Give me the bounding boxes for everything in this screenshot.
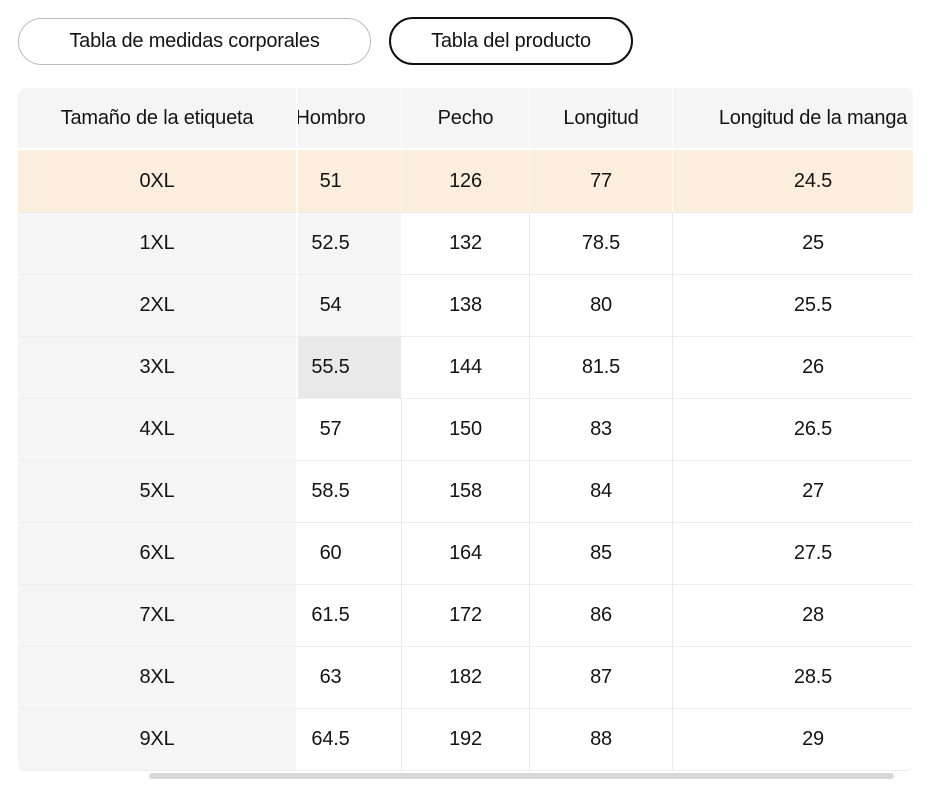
cell-shoulder-text: 57 [319, 418, 342, 440]
cell-chest[interactable]: 126 [402, 150, 530, 212]
column-header-label-size: Tamaño de la etiqueta [18, 88, 298, 148]
column-header-length: Longitud [530, 88, 673, 148]
cell-chest[interactable]: 172 [402, 585, 530, 646]
table-row-6xl[interactable]: 6XL 60 164 85 27.5 [18, 522, 913, 584]
horizontal-scrollbar-thumb[interactable] [149, 773, 894, 779]
column-header-sleeve-length-text: Longitud de la manga [718, 106, 908, 129]
table-row-1xl[interactable]: 1XL 52.5 132 78.5 25 [18, 212, 913, 274]
cell-chest[interactable]: 182 [402, 647, 530, 708]
row-size-label[interactable]: 4XL [18, 399, 298, 460]
cell-shoulder[interactable]: 63 [298, 647, 402, 708]
cell-length[interactable]: 80 [530, 275, 673, 336]
column-header-chest: Pecho [402, 88, 530, 148]
row-size-label[interactable]: 9XL [18, 709, 298, 770]
cell-shoulder-text: 60 [319, 542, 342, 564]
cell-shoulder[interactable]: 54 [298, 275, 402, 336]
cell-shoulder[interactable]: 52.5 [298, 213, 402, 274]
tab-product-table[interactable]: Tabla del producto [389, 17, 633, 65]
cell-sleeve-length-text: 29 [802, 728, 824, 750]
cell-length[interactable]: 85 [530, 523, 673, 584]
cell-shoulder[interactable]: 57 [298, 399, 402, 460]
table-row-9xl[interactable]: 9XL 64.5 192 88 29 [18, 708, 913, 770]
cell-sleeve-length[interactable]: 26.5 [673, 399, 913, 460]
size-chart-tabs: Tabla de medidas corporales Tabla del pr… [0, 0, 938, 65]
cell-length[interactable]: 86 [530, 585, 673, 646]
cell-length[interactable]: 78.5 [530, 213, 673, 274]
cell-shoulder-text: 63 [319, 666, 342, 688]
cell-shoulder-text: 64.5 [311, 728, 350, 750]
cell-shoulder-text: 51 [319, 169, 342, 192]
cell-chest[interactable]: 158 [402, 461, 530, 522]
cell-shoulder-text: 52.5 [311, 232, 350, 254]
cell-sleeve-length-text: 28 [802, 604, 824, 626]
cell-chest[interactable]: 164 [402, 523, 530, 584]
cell-sleeve-length[interactable]: 24.5 [673, 150, 913, 212]
cell-shoulder[interactable]: 60 [298, 523, 402, 584]
cell-sleeve-length-text: 25.5 [793, 294, 833, 316]
cell-chest[interactable]: 144 [402, 337, 530, 398]
cell-sleeve-length[interactable]: 29 [673, 709, 913, 770]
cell-sleeve-length-text: 27 [802, 480, 824, 502]
cell-sleeve-length[interactable]: 28 [673, 585, 913, 646]
cell-sleeve-length[interactable]: 28.5 [673, 647, 913, 708]
cell-sleeve-length-text: 26 [802, 356, 824, 378]
cell-chest[interactable]: 192 [402, 709, 530, 770]
cell-sleeve-length-text: 26.5 [793, 418, 833, 440]
cell-length[interactable]: 77 [530, 150, 673, 212]
column-header-shoulder-text: Hombro [298, 106, 366, 129]
cell-shoulder[interactable]: 55.5 [298, 337, 402, 398]
row-size-label[interactable]: 2XL [18, 275, 298, 336]
cell-sleeve-length[interactable]: 27.5 [673, 523, 913, 584]
cell-shoulder-text: 61.5 [311, 604, 350, 626]
cell-shoulder-text: 55.5 [311, 356, 350, 378]
column-header-shoulder: Hombro [298, 88, 402, 148]
cell-chest[interactable]: 138 [402, 275, 530, 336]
row-size-label[interactable]: 1XL [18, 213, 298, 274]
table-row-8xl[interactable]: 8XL 63 182 87 28.5 [18, 646, 913, 708]
table-header-row: Tamaño de la etiqueta Hombro Pecho Longi… [18, 88, 913, 150]
table-row-7xl[interactable]: 7XL 61.5 172 86 28 [18, 584, 913, 646]
cell-chest[interactable]: 150 [402, 399, 530, 460]
table-row-5xl[interactable]: 5XL 58.5 158 84 27 [18, 460, 913, 522]
cell-chest[interactable]: 132 [402, 213, 530, 274]
cell-sleeve-length[interactable]: 26 [673, 337, 913, 398]
tab-body-measurements[interactable]: Tabla de medidas corporales [18, 17, 371, 65]
cell-length[interactable]: 88 [530, 709, 673, 770]
row-size-label[interactable]: 7XL [18, 585, 298, 646]
table-row-2xl[interactable]: 2XL 54 138 80 25.5 [18, 274, 913, 336]
cell-shoulder-text: 58.5 [311, 480, 350, 502]
cell-sleeve-length-text: 24.5 [793, 169, 833, 192]
row-size-label[interactable]: 3XL [18, 337, 298, 398]
cell-sleeve-length-text: 27.5 [793, 542, 833, 564]
cell-shoulder[interactable]: 61.5 [298, 585, 402, 646]
row-size-label[interactable]: 6XL [18, 523, 298, 584]
row-size-label[interactable]: 8XL [18, 647, 298, 708]
size-chart-table-wrap: Tamaño de la etiqueta Hombro Pecho Longi… [18, 88, 913, 779]
cell-shoulder[interactable]: 51 [298, 150, 402, 212]
cell-shoulder[interactable]: 64.5 [298, 709, 402, 770]
column-header-sleeve-length: Longitud de la manga [673, 88, 913, 148]
cell-shoulder-text: 54 [319, 294, 342, 316]
size-chart-table: Tamaño de la etiqueta Hombro Pecho Longi… [18, 88, 913, 771]
row-size-label[interactable]: 5XL [18, 461, 298, 522]
cell-length[interactable]: 83 [530, 399, 673, 460]
table-body: 0XL 51 126 77 24.5 1XL 52.5 132 78.5 25 2XL 54 138 80… [18, 150, 913, 770]
cell-sleeve-length[interactable]: 27 [673, 461, 913, 522]
table-row-0xl[interactable]: 0XL 51 126 77 24.5 [18, 150, 913, 212]
cell-sleeve-length[interactable]: 25 [673, 213, 913, 274]
cell-sleeve-length-text: 28.5 [793, 666, 833, 688]
cell-length[interactable]: 81.5 [530, 337, 673, 398]
cell-sleeve-length-text: 25 [802, 232, 824, 254]
table-row-3xl[interactable]: 3XL 55.5 144 81.5 26 [18, 336, 913, 398]
cell-length[interactable]: 84 [530, 461, 673, 522]
row-size-label[interactable]: 0XL [18, 150, 298, 212]
cell-shoulder[interactable]: 58.5 [298, 461, 402, 522]
cell-sleeve-length[interactable]: 25.5 [673, 275, 913, 336]
cell-length[interactable]: 87 [530, 647, 673, 708]
table-row-4xl[interactable]: 4XL 57 150 83 26.5 [18, 398, 913, 460]
